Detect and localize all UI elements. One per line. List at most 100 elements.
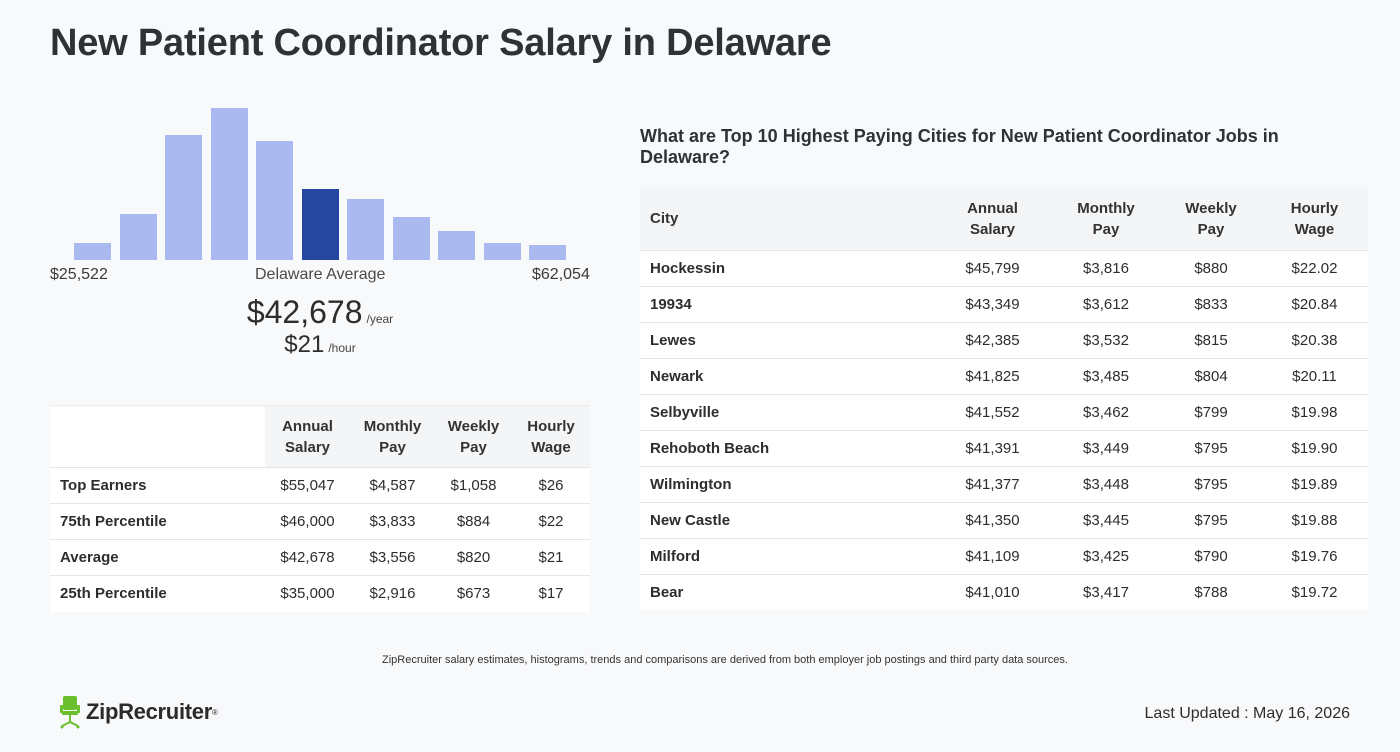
salary-histogram bbox=[50, 100, 590, 260]
logo-text: ZipRecruiter bbox=[86, 699, 212, 724]
cell-value: $19.76 bbox=[1261, 537, 1368, 574]
cell-value: $3,612 bbox=[1051, 285, 1161, 322]
cell-value: $2,916 bbox=[350, 575, 435, 612]
percentile-table-header: Annual Salary Monthly Pay Weekly Pay Hourly… bbox=[50, 405, 590, 468]
cell-value: $3,425 bbox=[1051, 537, 1161, 574]
cell-value: $17 bbox=[512, 575, 590, 612]
city-row: New Castle $41,350 $3,445 $795 $19.88 bbox=[640, 501, 1368, 538]
percentile-row: Average $42,678 $3,556 $820 $21 bbox=[50, 539, 590, 576]
cell-value: $804 bbox=[1161, 357, 1261, 394]
histogram-average-label: Delaware Average bbox=[255, 266, 386, 283]
cell-value: $3,833 bbox=[350, 503, 435, 540]
cell-value: $19.98 bbox=[1261, 393, 1368, 430]
cell-value: $3,445 bbox=[1051, 501, 1161, 538]
cell-value: $22 bbox=[512, 503, 590, 540]
cell-value: $41,552 bbox=[934, 393, 1051, 430]
cell-value: $3,462 bbox=[1051, 393, 1161, 430]
city-name: Rehoboth Beach bbox=[640, 429, 934, 466]
hourly-unit: /hour bbox=[328, 341, 356, 355]
header-annual-salary: Annual Salary bbox=[265, 405, 350, 468]
cell-value: $3,449 bbox=[1051, 429, 1161, 466]
cell-value: $795 bbox=[1161, 501, 1261, 538]
histogram-bar bbox=[301, 189, 339, 260]
last-updated: Last Updated : May 16, 2026 bbox=[1144, 705, 1350, 722]
histogram-bar bbox=[392, 217, 430, 260]
city-name: Milford bbox=[640, 537, 934, 574]
cell-value: $795 bbox=[1161, 465, 1261, 502]
header-weekly-pay: Weekly Pay bbox=[1161, 188, 1261, 250]
cell-value: $20.11 bbox=[1261, 357, 1368, 394]
histogram-bar bbox=[347, 199, 384, 260]
average-yearly-salary: $42,678/year bbox=[50, 294, 590, 331]
chair-icon bbox=[60, 696, 80, 729]
row-label: Average bbox=[50, 539, 265, 576]
cell-value: $35,000 bbox=[265, 575, 350, 612]
city-name: 19934 bbox=[640, 285, 934, 322]
histogram-bar bbox=[529, 245, 566, 260]
row-label: 75th Percentile bbox=[50, 503, 265, 540]
cell-value: $22.02 bbox=[1261, 249, 1368, 286]
cell-value: $1,058 bbox=[435, 467, 512, 504]
header-annual-salary: Annual Salary bbox=[934, 188, 1051, 250]
header-weekly-pay: Weekly Pay bbox=[435, 405, 512, 468]
cell-value: $41,825 bbox=[934, 357, 1051, 394]
header-hourly-wage: Hourly Wage bbox=[512, 405, 590, 468]
yearly-amount: $42,678 bbox=[246, 294, 363, 330]
cell-value: $3,816 bbox=[1051, 249, 1161, 286]
hourly-amount: $21 bbox=[284, 331, 325, 358]
city-row: Lewes $42,385 $3,532 $815 $20.38 bbox=[640, 321, 1368, 358]
cell-value: $43,349 bbox=[934, 285, 1051, 322]
histogram-min-label: $25,522 bbox=[50, 266, 108, 283]
percentile-row: 75th Percentile $46,000 $3,833 $884 $22 bbox=[50, 503, 590, 540]
cities-table-header: City Annual Salary Monthly Pay Weekly Pay H… bbox=[640, 188, 1368, 250]
cities-heading: What are Top 10 Highest Paying Cities fo… bbox=[640, 126, 1279, 167]
cell-value: $884 bbox=[435, 503, 512, 540]
cell-value: $19.72 bbox=[1261, 573, 1368, 610]
cell-value: $42,678 bbox=[265, 539, 350, 576]
header-monthly-pay: Monthly Pay bbox=[1051, 188, 1161, 250]
cell-value: $673 bbox=[435, 575, 512, 612]
cell-value: $20.38 bbox=[1261, 321, 1368, 358]
histogram-max-label: $62,054 bbox=[532, 266, 590, 283]
percentile-row: 25th Percentile $35,000 $2,916 $673 $17 bbox=[50, 575, 590, 612]
city-row: Rehoboth Beach $41,391 $3,449 $795 $19.90 bbox=[640, 429, 1368, 466]
cell-value: $42,385 bbox=[934, 321, 1051, 358]
header-hourly-wage: Hourly Wage bbox=[1261, 188, 1368, 250]
header-blank bbox=[50, 405, 265, 468]
cell-value: $3,448 bbox=[1051, 465, 1161, 502]
histogram-bar bbox=[438, 231, 475, 260]
row-label: Top Earners bbox=[50, 467, 265, 504]
city-name: Newark bbox=[640, 357, 934, 394]
logo-registered-mark: ® bbox=[211, 707, 218, 717]
cell-value: $3,417 bbox=[1051, 573, 1161, 610]
row-label: 25th Percentile bbox=[50, 575, 265, 612]
histogram-bar bbox=[210, 108, 248, 260]
city-row: Wilmington $41,377 $3,448 $795 $19.89 bbox=[640, 465, 1368, 502]
cell-value: $41,109 bbox=[934, 537, 1051, 574]
city-name: Wilmington bbox=[640, 465, 934, 502]
cell-value: $41,010 bbox=[934, 573, 1051, 610]
ziprecruiter-logo[interactable]: ZipRecruiter ® bbox=[58, 695, 218, 729]
percentile-table: Annual Salary Monthly Pay Weekly Pay Hourly… bbox=[50, 405, 590, 612]
header-monthly-pay: Monthly Pay bbox=[350, 405, 435, 468]
cell-value: $3,485 bbox=[1051, 357, 1161, 394]
cell-value: $799 bbox=[1161, 393, 1261, 430]
cell-value: $3,532 bbox=[1051, 321, 1161, 358]
top-cities-table: City Annual Salary Monthly Pay Weekly Pay H… bbox=[640, 188, 1368, 610]
city-name: Selbyville bbox=[640, 393, 934, 430]
cell-value: $815 bbox=[1161, 321, 1261, 358]
city-name: Bear bbox=[640, 573, 934, 610]
city-row: Milford $41,109 $3,425 $790 $19.76 bbox=[640, 537, 1368, 574]
header-city: City bbox=[640, 188, 934, 250]
city-name: Hockessin bbox=[640, 249, 934, 286]
cell-value: $820 bbox=[435, 539, 512, 576]
cell-value: $41,377 bbox=[934, 465, 1051, 502]
city-row: Newark $41,825 $3,485 $804 $20.11 bbox=[640, 357, 1368, 394]
histogram-bar bbox=[119, 214, 157, 260]
city-name: New Castle bbox=[640, 501, 934, 538]
cell-value: $790 bbox=[1161, 537, 1261, 574]
cell-value: $788 bbox=[1161, 573, 1261, 610]
page-title: New Patient Coordinator Salary in Delawa… bbox=[50, 22, 832, 64]
cell-value: $880 bbox=[1161, 249, 1261, 286]
histogram-bar bbox=[483, 243, 521, 260]
